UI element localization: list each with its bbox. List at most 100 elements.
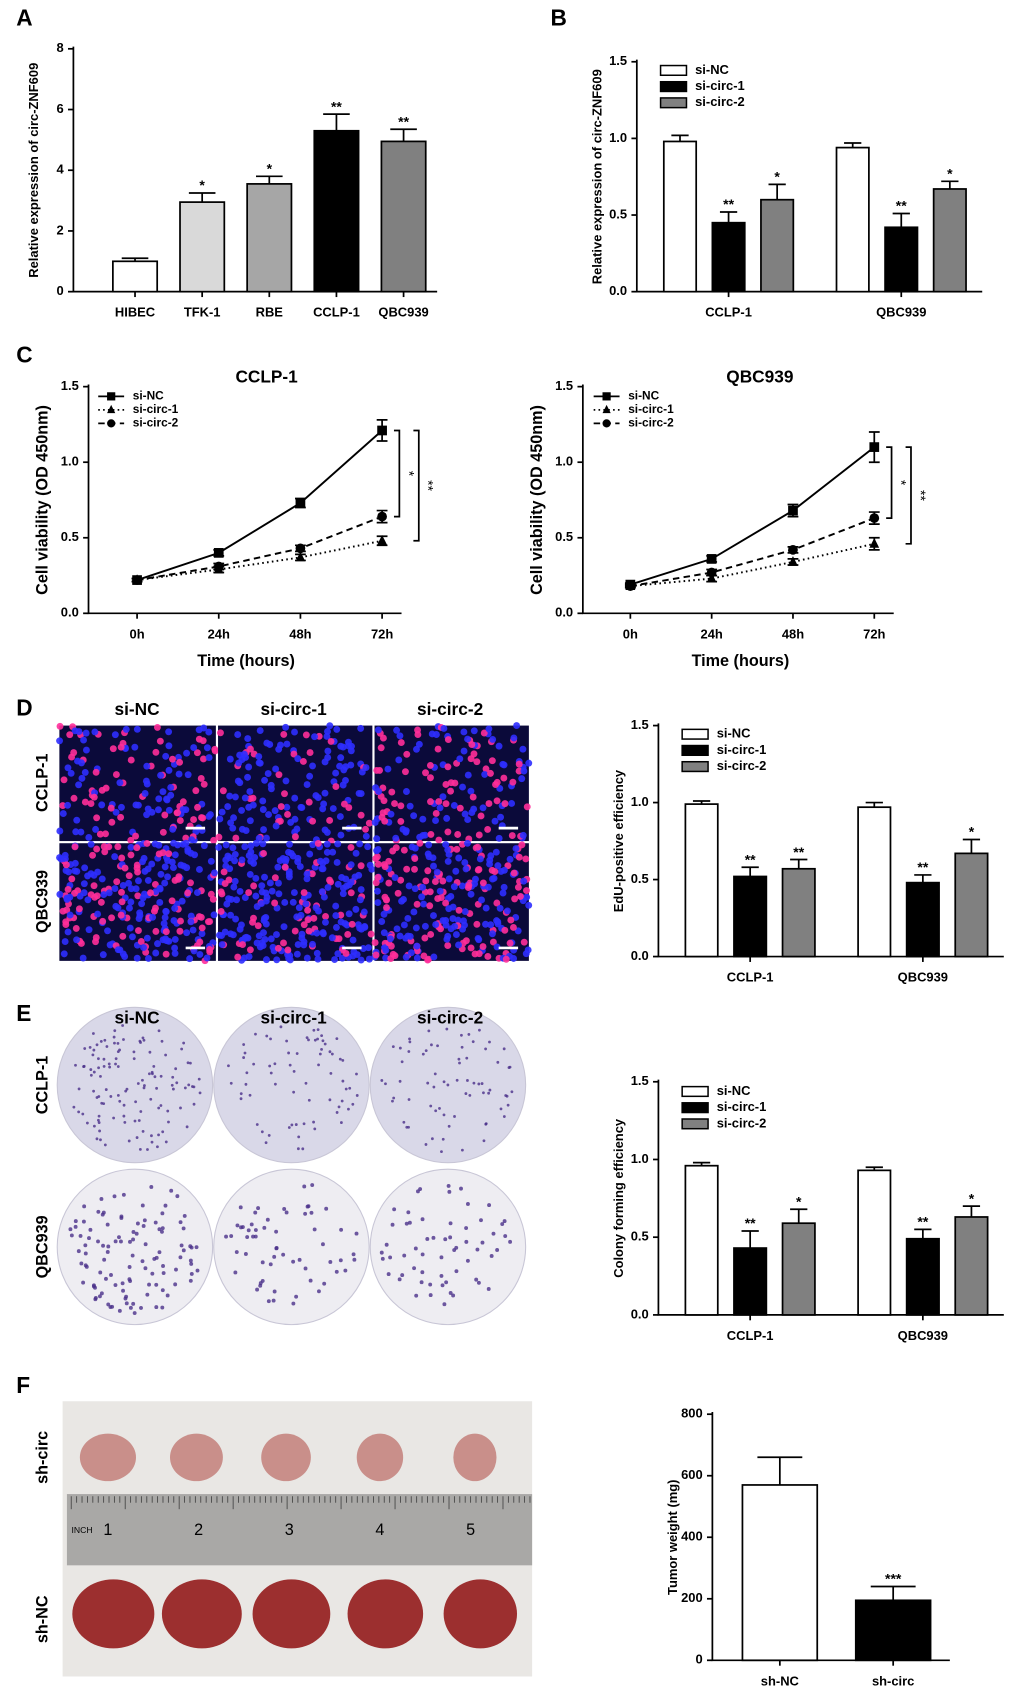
colony: [337, 1105, 341, 1109]
colony: [420, 1270, 425, 1275]
cell: [250, 859, 258, 867]
cell: [138, 900, 146, 908]
colony: [430, 1043, 433, 1047]
cell: [87, 870, 95, 878]
colony: [122, 1114, 126, 1118]
cell: [59, 802, 67, 810]
cell: [460, 917, 467, 925]
cell: [119, 881, 127, 889]
cell: [250, 882, 258, 890]
cell: [401, 768, 409, 776]
cell: [430, 862, 437, 870]
cell: [245, 852, 253, 860]
cell: [375, 788, 383, 795]
colony: [447, 1189, 452, 1194]
cell: [261, 776, 269, 784]
cell: [300, 889, 308, 897]
cell: [504, 907, 511, 915]
cell: [374, 860, 382, 868]
cell: [91, 728, 99, 736]
cell: [460, 747, 468, 755]
cell: [485, 800, 493, 808]
colony: [484, 1047, 488, 1051]
significance-bracket: [413, 429, 420, 542]
colony: [145, 1292, 150, 1297]
colony: [139, 1110, 143, 1113]
colony: [154, 1282, 159, 1287]
cell: [431, 878, 439, 886]
cell: [381, 944, 389, 952]
colony: [436, 1044, 439, 1048]
significance: ***: [885, 1571, 902, 1587]
colony: [96, 1209, 101, 1214]
cell: [177, 917, 184, 925]
error-bar: [865, 801, 883, 808]
cell: [291, 794, 299, 802]
y-tick-label: 1.0: [609, 130, 627, 145]
cell: [168, 897, 176, 905]
colony: [439, 1255, 444, 1260]
colony: [294, 1123, 298, 1126]
cell: [118, 888, 125, 896]
cell: [484, 953, 492, 960]
colony: [107, 1062, 111, 1066]
colony: [98, 1270, 103, 1275]
cell: [203, 744, 211, 752]
colony: [312, 1227, 317, 1232]
tumor: [356, 1433, 404, 1482]
cell: [297, 911, 305, 919]
cell: [218, 890, 226, 898]
cell: [372, 855, 380, 862]
cell: [510, 923, 517, 931]
cell: [523, 887, 530, 895]
cell: [488, 757, 496, 765]
plate: [369, 1168, 527, 1326]
cell: [308, 870, 316, 878]
error-bar: [914, 1228, 932, 1239]
cell: [170, 917, 178, 924]
cell: [290, 750, 298, 758]
cell: [249, 794, 257, 802]
colony: [260, 1130, 264, 1134]
marker: [107, 419, 116, 428]
tumor: [72, 1579, 155, 1649]
cell: [75, 728, 83, 736]
colony: [83, 1243, 88, 1248]
cell: [319, 865, 327, 873]
cell: [259, 806, 267, 813]
cell: [77, 828, 85, 836]
significance: *: [199, 177, 205, 193]
tumor: [161, 1579, 242, 1649]
cell: [226, 755, 234, 763]
cell: [443, 814, 451, 822]
colony: [113, 1041, 116, 1045]
cell: [283, 803, 291, 811]
colony: [81, 1112, 85, 1116]
cell: [451, 922, 459, 930]
colony: [170, 1083, 174, 1087]
cell: [436, 887, 444, 895]
significance-bracket: [905, 446, 912, 545]
colony: [506, 1103, 510, 1107]
colony: [180, 1047, 184, 1051]
cell: [182, 834, 190, 842]
bar: [954, 1216, 989, 1316]
colony: [164, 1140, 168, 1144]
colony: [320, 1047, 323, 1051]
cell: [105, 889, 113, 897]
cell: [520, 877, 528, 885]
colony: [140, 1259, 145, 1264]
cell: [133, 864, 141, 872]
colony: [138, 1039, 142, 1043]
x-axis-label: Time (hours): [692, 652, 790, 670]
colony: [136, 1082, 140, 1085]
cell: [293, 825, 301, 833]
colony: [81, 1280, 86, 1285]
colony: [131, 1301, 136, 1306]
marker: [788, 544, 798, 555]
colony: [446, 1083, 450, 1087]
colony: [229, 1081, 233, 1085]
cell: [190, 816, 198, 823]
colony: [189, 1261, 194, 1266]
cell: [452, 931, 460, 938]
